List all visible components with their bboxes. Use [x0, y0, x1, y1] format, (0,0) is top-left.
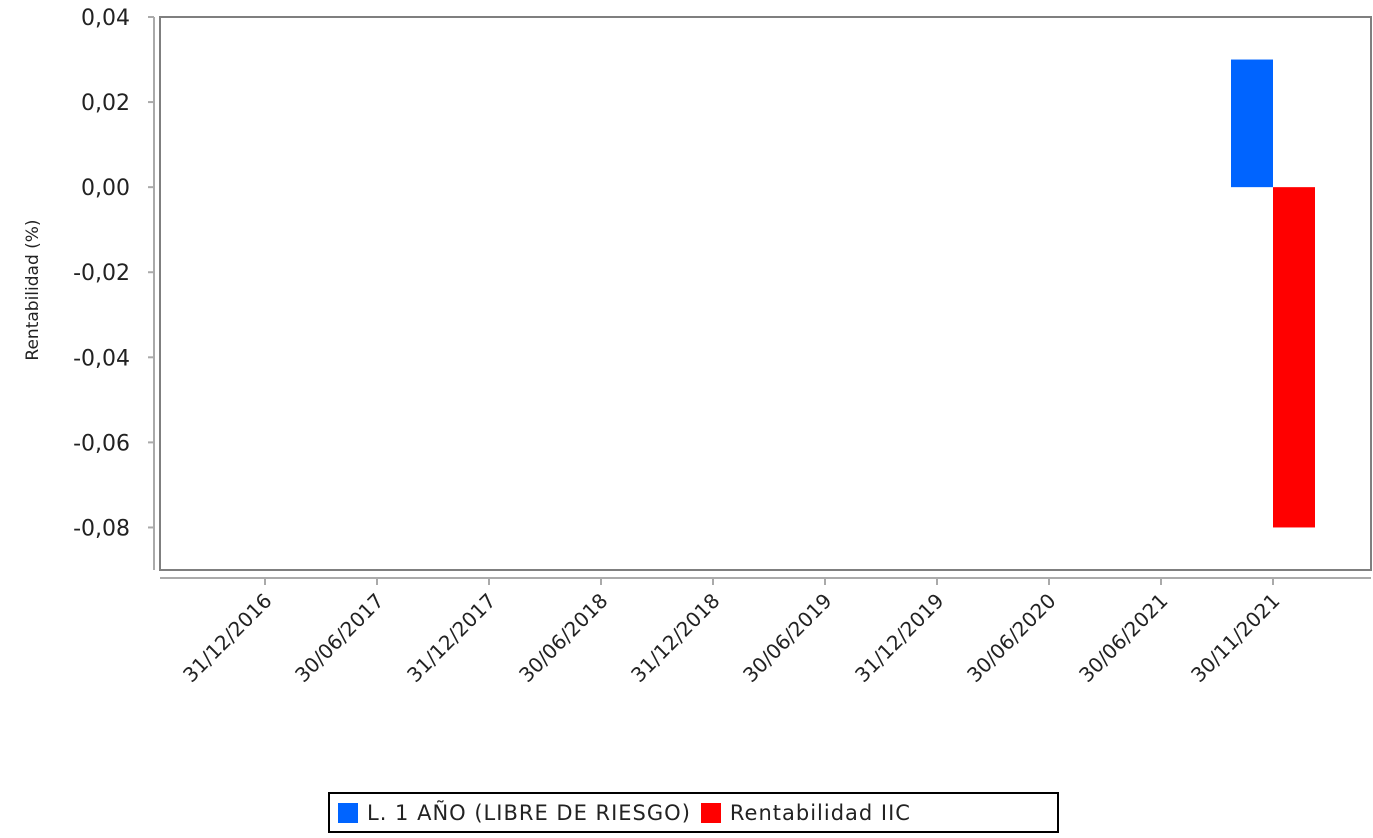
y-tick-label: 0,02 — [81, 91, 130, 116]
legend-item-series-1: L. 1 AÑO (LIBRE DE RIESGO) — [338, 801, 701, 825]
x-tick-label: 30/11/2021 — [1186, 589, 1284, 687]
y-tick-label: 0,04 — [81, 6, 130, 31]
y-tick-label: -0,02 — [73, 261, 130, 286]
x-tick-label: 30/06/2020 — [962, 589, 1060, 687]
bar-rentabilidad-iic — [1273, 187, 1315, 528]
y-tick-label: -0,08 — [73, 516, 130, 541]
chart: 0,04 0,02 0,00 -0,02 -0,04 -0,06 -0,08 31/12/20… — [23, 6, 1372, 687]
legend-item-series-2: Rentabilidad IIC — [700, 800, 921, 825]
x-tick-label: 31/12/2016 — [178, 589, 276, 687]
y-tick-label: 0,00 — [81, 176, 130, 201]
x-tick-label: 30/06/2019 — [738, 589, 836, 687]
legend: L. 1 AÑO (LIBRE DE RIESGO) Rentabilidad … — [328, 792, 1059, 833]
legend-label: L. 1 AÑO (LIBRE DE RIESGO) — [367, 800, 691, 825]
plot-area — [159, 16, 1372, 571]
y-tick-label: -0,06 — [73, 431, 130, 456]
x-tick-label: 30/06/2018 — [514, 589, 612, 687]
y-tick-label: -0,04 — [73, 346, 130, 371]
legend-swatch-icon — [338, 802, 358, 823]
legend-label: Rentabilidad IIC — [729, 800, 911, 825]
x-tick-label: 30/06/2017 — [290, 589, 388, 687]
x-tick-label: 30/06/2021 — [1074, 589, 1172, 687]
x-tick-label: 31/12/2018 — [626, 589, 724, 687]
x-tick-label: 31/12/2017 — [402, 589, 500, 687]
legend-swatch-icon — [700, 802, 721, 823]
x-tick-label: 31/12/2019 — [850, 589, 948, 687]
bar-libre-de-riesgo — [1231, 59, 1273, 188]
y-axis-title: Rentabilidad (%) — [23, 219, 43, 360]
